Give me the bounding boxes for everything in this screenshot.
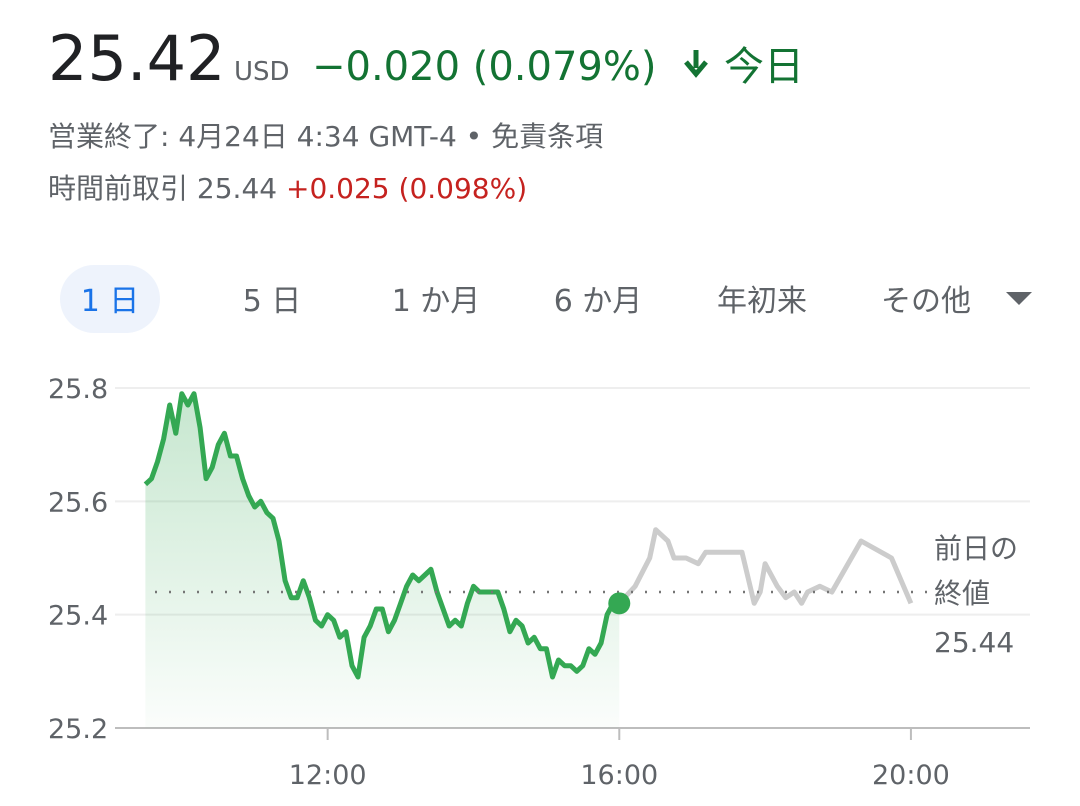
disclaimer-link[interactable]: 免責条項	[491, 120, 603, 153]
tabs: 1 日 5 日 1 か月 6 か月 年初来 その他	[81, 284, 971, 319]
tab[interactable]: 5 日	[243, 284, 302, 319]
premarket-price: 25.44	[197, 172, 277, 205]
y-tick-label: 25.2	[48, 714, 108, 745]
tab[interactable]: 6 か月	[554, 284, 643, 319]
status-line: 営業終了: 4月24日 4:34 GMT-4 • 免責条項	[48, 120, 603, 153]
tab[interactable]: その他	[881, 284, 971, 319]
price: 25.42	[48, 22, 226, 95]
premarket-change: +0.025 (0.098%)	[286, 172, 527, 205]
x-tick-label: 16:00	[580, 760, 658, 791]
down-arrow-icon	[684, 50, 708, 78]
previous-close-label: 終値	[934, 577, 990, 610]
tab[interactable]: 1 か月	[392, 284, 481, 319]
area-fill	[145, 393, 620, 728]
previous-close-value: 25.44	[934, 626, 1014, 659]
price-line	[617, 527, 914, 606]
currency: USD	[234, 57, 290, 87]
tab-selected-bg	[60, 265, 160, 333]
y-tick-label: 25.8	[48, 374, 108, 405]
period: 今日	[724, 44, 804, 90]
tab[interactable]: 年初来	[717, 284, 807, 319]
previous-close-label: 前日の	[934, 532, 1018, 565]
premarket-line: 時間前取引 25.44 +0.025 (0.098%)	[48, 172, 527, 205]
tab[interactable]: 1 日	[81, 284, 140, 319]
separator: •	[466, 120, 483, 153]
y-tick-label: 25.4	[48, 601, 108, 632]
change: −0.020 (0.079%)	[312, 44, 656, 90]
premarket-label: 時間前取引	[48, 172, 188, 205]
close-dot	[608, 592, 631, 615]
price-line	[143, 391, 620, 680]
y-tick-label: 25.6	[48, 487, 108, 518]
status: 営業終了: 4月24日 4:34 GMT-4	[48, 120, 457, 153]
dropdown-icon[interactable]	[1006, 292, 1032, 305]
x-tick-label: 12:00	[289, 760, 367, 791]
x-tick-label: 20:00	[872, 760, 950, 791]
